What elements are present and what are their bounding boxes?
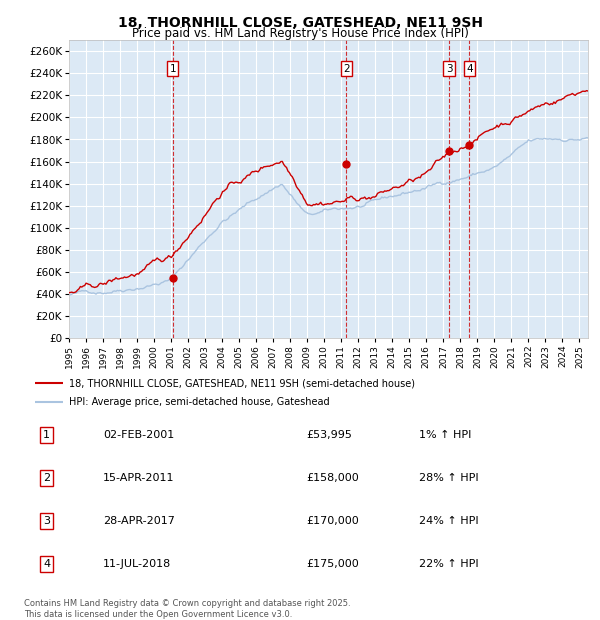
- Text: £175,000: £175,000: [306, 559, 359, 569]
- Text: 11-JUL-2018: 11-JUL-2018: [103, 559, 171, 569]
- Text: 4: 4: [43, 559, 50, 569]
- Text: Contains HM Land Registry data © Crown copyright and database right 2025.
This d: Contains HM Land Registry data © Crown c…: [24, 600, 350, 619]
- Text: 15-APR-2011: 15-APR-2011: [103, 473, 175, 483]
- Text: Price paid vs. HM Land Registry's House Price Index (HPI): Price paid vs. HM Land Registry's House …: [131, 27, 469, 40]
- Text: £170,000: £170,000: [306, 516, 359, 526]
- Text: HPI: Average price, semi-detached house, Gateshead: HPI: Average price, semi-detached house,…: [69, 397, 330, 407]
- Text: 18, THORNHILL CLOSE, GATESHEAD, NE11 9SH: 18, THORNHILL CLOSE, GATESHEAD, NE11 9SH: [118, 16, 482, 30]
- Text: £53,995: £53,995: [306, 430, 352, 440]
- Text: 1: 1: [169, 64, 176, 74]
- Text: 24% ↑ HPI: 24% ↑ HPI: [419, 516, 478, 526]
- Text: 1: 1: [43, 430, 50, 440]
- Text: 2: 2: [343, 64, 350, 74]
- Text: 02-FEB-2001: 02-FEB-2001: [103, 430, 174, 440]
- Text: 22% ↑ HPI: 22% ↑ HPI: [419, 559, 478, 569]
- Text: 28% ↑ HPI: 28% ↑ HPI: [419, 473, 478, 483]
- Text: 18, THORNHILL CLOSE, GATESHEAD, NE11 9SH (semi-detached house): 18, THORNHILL CLOSE, GATESHEAD, NE11 9SH…: [69, 378, 415, 388]
- Text: 3: 3: [446, 64, 452, 74]
- Text: 3: 3: [43, 516, 50, 526]
- Text: 2: 2: [43, 473, 50, 483]
- Text: £158,000: £158,000: [306, 473, 359, 483]
- Text: 4: 4: [466, 64, 473, 74]
- Text: 1% ↑ HPI: 1% ↑ HPI: [419, 430, 471, 440]
- Text: 28-APR-2017: 28-APR-2017: [103, 516, 175, 526]
